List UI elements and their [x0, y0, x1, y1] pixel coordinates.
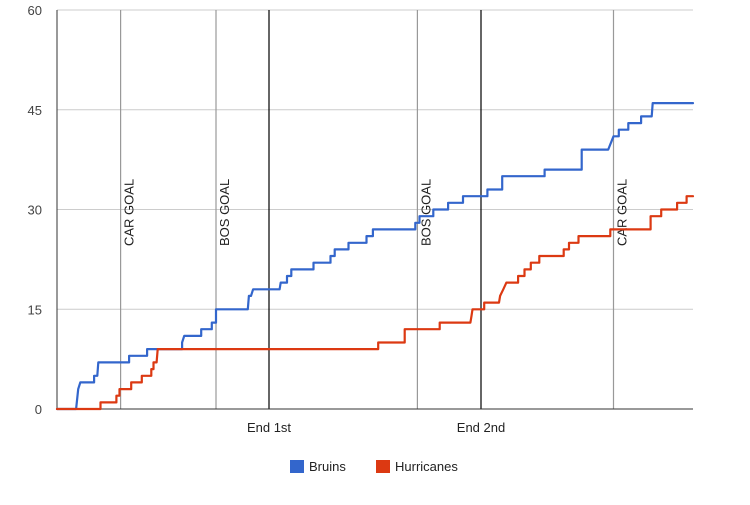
goal-marker-label: BOS GOAL [418, 179, 433, 246]
legend-label-hurricanes: Hurricanes [395, 459, 458, 474]
y-tick-label: 0 [35, 402, 42, 417]
goal-marker-label: BOS GOAL [217, 179, 232, 246]
period-marker-label: End 2nd [457, 420, 505, 435]
legend-swatch-bruins [290, 460, 304, 473]
goal-marker-label: CAR GOAL [122, 179, 137, 246]
y-tick-label: 45 [28, 103, 42, 118]
series-line-hurricanes [55, 195, 695, 411]
y-tick-label: 30 [28, 203, 42, 218]
y-tick-label: 60 [28, 3, 42, 18]
period-marker-label: End 1st [247, 420, 291, 435]
goal-marker-label: CAR GOAL [615, 179, 630, 246]
legend-swatch-hurricanes [376, 460, 390, 473]
y-tick-label: 15 [28, 302, 42, 317]
legend-label-bruins: Bruins [309, 459, 346, 474]
